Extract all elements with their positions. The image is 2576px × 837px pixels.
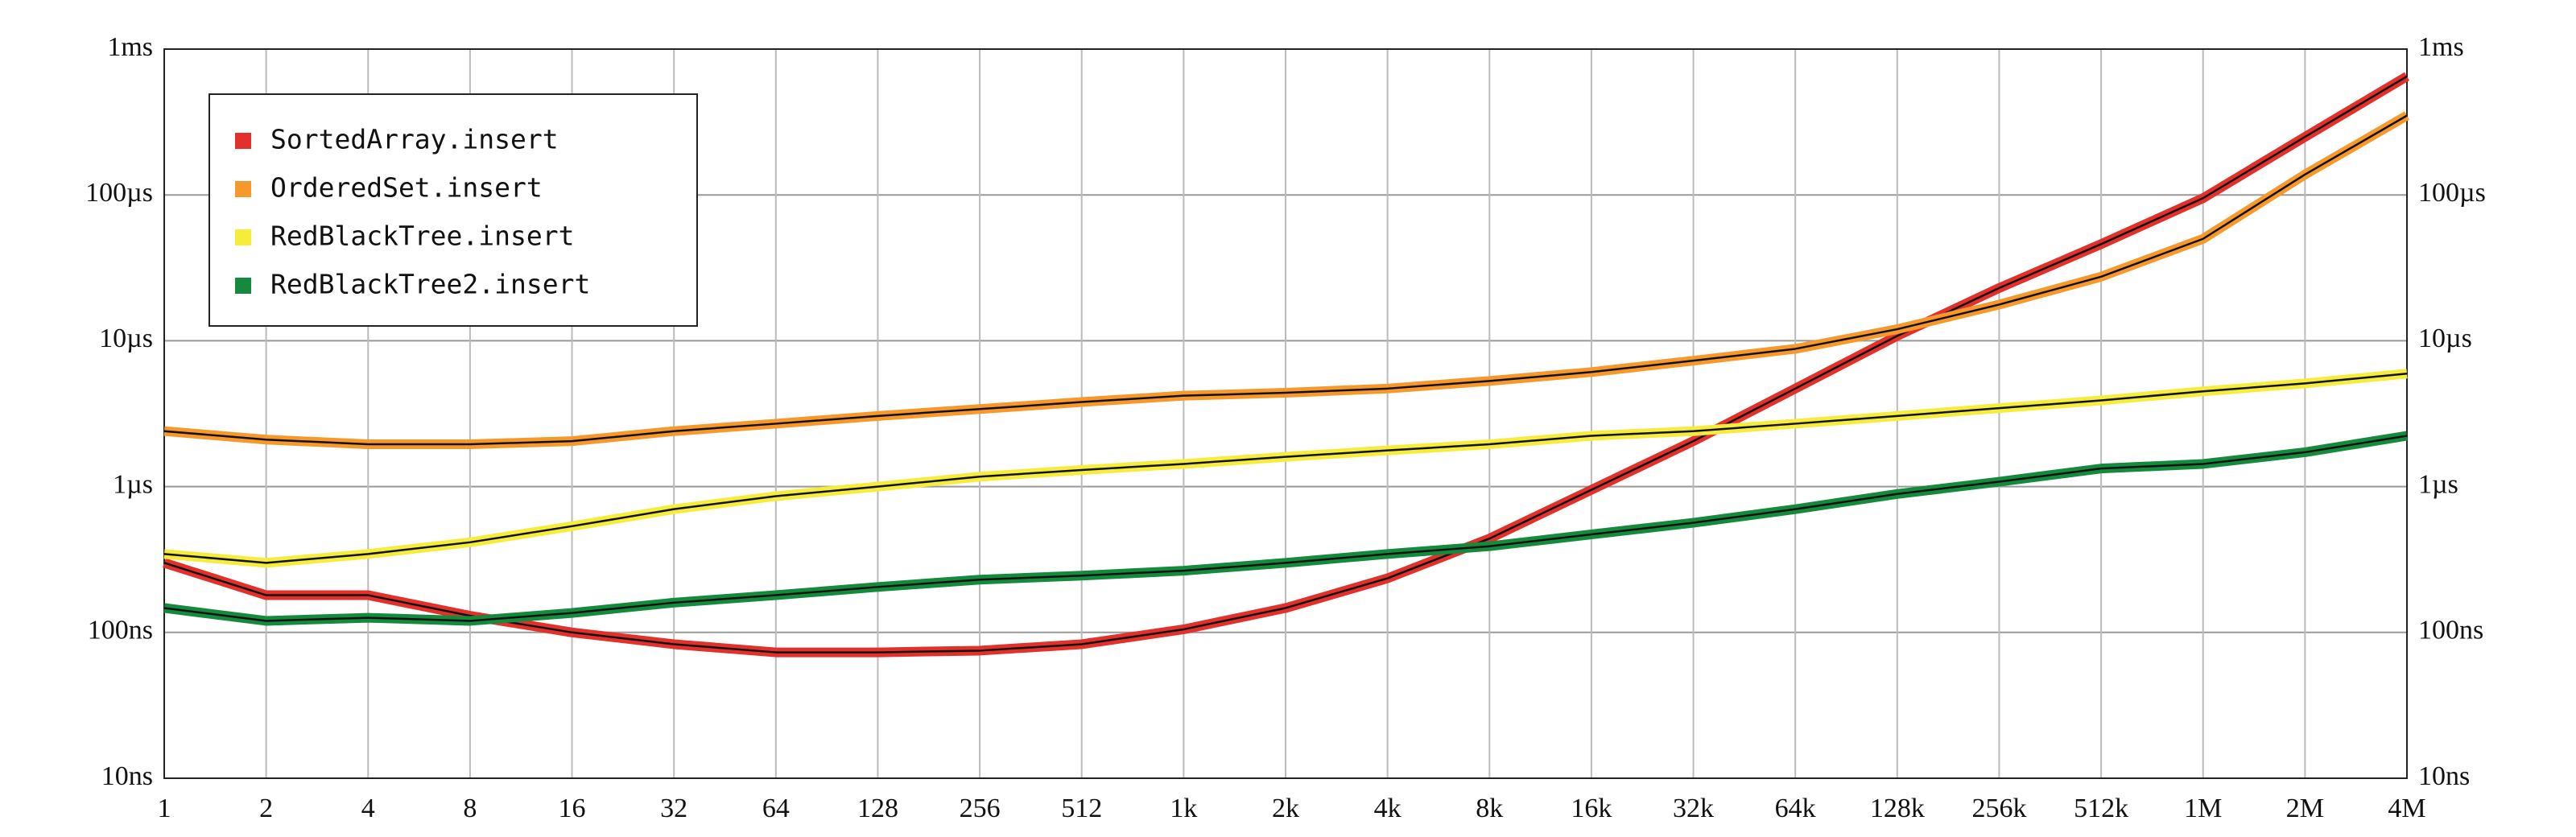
x-tick-label: 2k bbox=[1272, 794, 1299, 823]
x-tick-label: 64k bbox=[1775, 794, 1816, 823]
x-tick-label: 32 bbox=[660, 794, 687, 823]
y-tick-label: 1ms bbox=[107, 32, 153, 62]
x-tick-label: 16k bbox=[1571, 794, 1612, 823]
y-tick-label: 10ns bbox=[101, 761, 153, 791]
x-tick-label: 128 bbox=[857, 794, 898, 823]
x-tick-label: 2M bbox=[2286, 794, 2324, 823]
legend-label: RedBlackTree.insert bbox=[270, 221, 575, 252]
y2-tick-label: 10µs bbox=[2418, 324, 2472, 353]
y2-tick-label: 100µs bbox=[2418, 178, 2486, 208]
legend-label: SortedArray.insert bbox=[270, 124, 559, 155]
x-tick-label: 2 bbox=[259, 794, 273, 823]
legend-label: OrderedSet.insert bbox=[270, 172, 543, 204]
legend-box bbox=[208, 93, 698, 327]
y2-tick-label: 1µs bbox=[2418, 469, 2458, 499]
x-tick-label: 256k bbox=[1971, 794, 2026, 823]
x-tick-label: 4k bbox=[1374, 794, 1402, 823]
y-tick-label: 10µs bbox=[99, 324, 153, 353]
x-tick-label: 1M bbox=[2184, 794, 2222, 823]
legend-label: RedBlackTree2.insert bbox=[270, 269, 590, 300]
legend-swatch bbox=[235, 181, 251, 197]
x-tick-label: 512 bbox=[1061, 794, 1102, 823]
series-line-core bbox=[163, 435, 2408, 622]
x-tick-label: 512k bbox=[2074, 794, 2128, 823]
x-tick-label: 1k bbox=[1170, 794, 1197, 823]
legend-swatch bbox=[235, 229, 251, 245]
series-line-core bbox=[163, 373, 2408, 564]
x-tick-label: 1 bbox=[158, 794, 171, 823]
series-line-core bbox=[163, 114, 2408, 446]
y2-tick-label: 100ns bbox=[2418, 616, 2483, 645]
x-tick-label: 128k bbox=[1870, 794, 1925, 823]
x-tick-label: 32k bbox=[1673, 794, 1714, 823]
y-tick-label: 100ns bbox=[88, 616, 153, 645]
x-tick-label: 8 bbox=[463, 794, 477, 823]
x-tick-label: 64 bbox=[762, 794, 790, 823]
x-tick-label: 8k bbox=[1476, 794, 1503, 823]
y-tick-label: 1µs bbox=[113, 469, 153, 499]
legend-swatch bbox=[235, 133, 251, 149]
y2-tick-label: 10ns bbox=[2418, 761, 2470, 791]
y2-tick-label: 1ms bbox=[2418, 32, 2464, 62]
legend-swatch bbox=[235, 278, 251, 294]
x-tick-label: 16 bbox=[559, 794, 586, 823]
series-line-core bbox=[163, 75, 2408, 654]
x-tick-label: 4M bbox=[2388, 794, 2425, 823]
y-tick-label: 100µs bbox=[85, 178, 153, 208]
plot-frame bbox=[163, 48, 2408, 779]
x-tick-label: 256 bbox=[960, 794, 1001, 823]
x-tick-label: 4 bbox=[361, 794, 375, 823]
